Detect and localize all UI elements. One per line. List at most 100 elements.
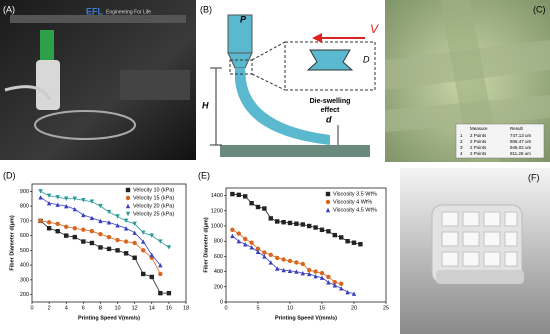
x-tick-label: 0 (30, 305, 33, 311)
marker (64, 203, 69, 209)
panel-label: (E) (198, 170, 210, 180)
y-tick-label: 400 (214, 269, 223, 275)
y-tick-label: 700 (20, 218, 29, 224)
logo: EFL (86, 6, 104, 16)
marker (275, 219, 280, 224)
label-h: H (202, 100, 209, 110)
marker (149, 233, 154, 238)
x-tick-label: 8 (99, 305, 102, 311)
photo-f (400, 168, 550, 334)
marker (64, 233, 69, 238)
x-tick-label: 18 (183, 305, 189, 311)
marker (326, 229, 331, 234)
series-line (232, 229, 342, 285)
marker (313, 225, 318, 230)
marker (72, 234, 77, 240)
marker (81, 212, 86, 218)
marker (64, 224, 69, 229)
marker (123, 251, 129, 256)
marker (262, 254, 267, 259)
x-tick-label: 0 (224, 305, 227, 311)
y-tick-label: 400 (20, 263, 29, 269)
x-tick-label: 12 (132, 305, 138, 311)
x-tick-label: 10 (287, 305, 293, 311)
marker (106, 246, 112, 252)
marker (125, 195, 131, 201)
marker (255, 204, 261, 210)
marker (262, 250, 267, 255)
marker (132, 240, 137, 246)
marker (332, 232, 337, 238)
marker (294, 260, 299, 265)
panel-label: (B) (200, 4, 212, 14)
marker (158, 262, 163, 268)
marker (307, 223, 312, 229)
y-tick-label: 600 (20, 233, 29, 239)
marker (132, 230, 137, 235)
marker (300, 261, 305, 267)
marker (325, 191, 331, 197)
x-tick-label: 16 (166, 305, 172, 311)
table-cell: 4 (460, 151, 463, 156)
panel-label: (D) (3, 170, 16, 180)
marker (281, 257, 286, 262)
legend-label: Viscosity 4 Wt% (333, 199, 372, 205)
y-tick-label: 1400 (211, 193, 223, 199)
x-axis-label: Printing Speed V(mm/s) (78, 315, 140, 321)
marker (230, 227, 235, 232)
marker (55, 195, 60, 200)
marker (123, 239, 129, 244)
y-tick-label: 1000 (211, 223, 223, 229)
y-tick-label: 200 (20, 292, 29, 298)
marker (243, 242, 248, 247)
marker (123, 226, 129, 231)
y-tick-label: 1200 (211, 208, 223, 214)
table-cell: 1 (460, 133, 463, 138)
table-cell: 911.26 um (510, 151, 531, 156)
panel-label: (A) (3, 4, 15, 14)
marker (115, 248, 120, 253)
legend-label: Velocity 10 (kPa) (133, 187, 174, 193)
marker (98, 231, 103, 237)
table-cell: 2 Points (470, 145, 487, 150)
marker (319, 270, 325, 276)
marker (300, 270, 305, 276)
marker (89, 215, 95, 221)
x-tick-label: 14 (149, 305, 155, 311)
table-cell: 3 (460, 145, 463, 150)
marker (141, 271, 146, 277)
marker (281, 267, 286, 273)
marker (72, 206, 77, 212)
x-tick-label: 25 (383, 305, 389, 311)
marker (89, 240, 95, 246)
x-tick-label: 4 (65, 305, 68, 311)
marker (307, 267, 312, 273)
marker (81, 227, 86, 232)
photo-a: EFL Engineering For Life (0, 0, 196, 160)
marker (255, 246, 261, 251)
label-p: P (240, 14, 247, 24)
marker (123, 218, 129, 224)
marker (255, 249, 261, 255)
x-tick-label: 20 (351, 305, 357, 311)
marker (132, 255, 137, 260)
marker (230, 233, 235, 239)
marker (98, 245, 103, 250)
marker (281, 220, 286, 225)
marker (313, 273, 318, 279)
table-cell: 2 Points (470, 139, 487, 144)
y-tick-label: 800 (214, 239, 223, 245)
legend-label: Velocity 15 (kPa) (133, 195, 174, 201)
marker (115, 214, 120, 219)
marker (307, 271, 312, 277)
y-tick-label: 800 (20, 204, 29, 210)
marker (38, 195, 43, 200)
y-tick-label: 0 (220, 299, 223, 305)
marker (236, 192, 241, 198)
marker (55, 221, 60, 227)
marker (55, 229, 60, 234)
marker (249, 245, 254, 250)
marker (262, 206, 267, 211)
table-cell: 2 Points (470, 151, 487, 156)
table-cell: 2 (460, 139, 463, 144)
